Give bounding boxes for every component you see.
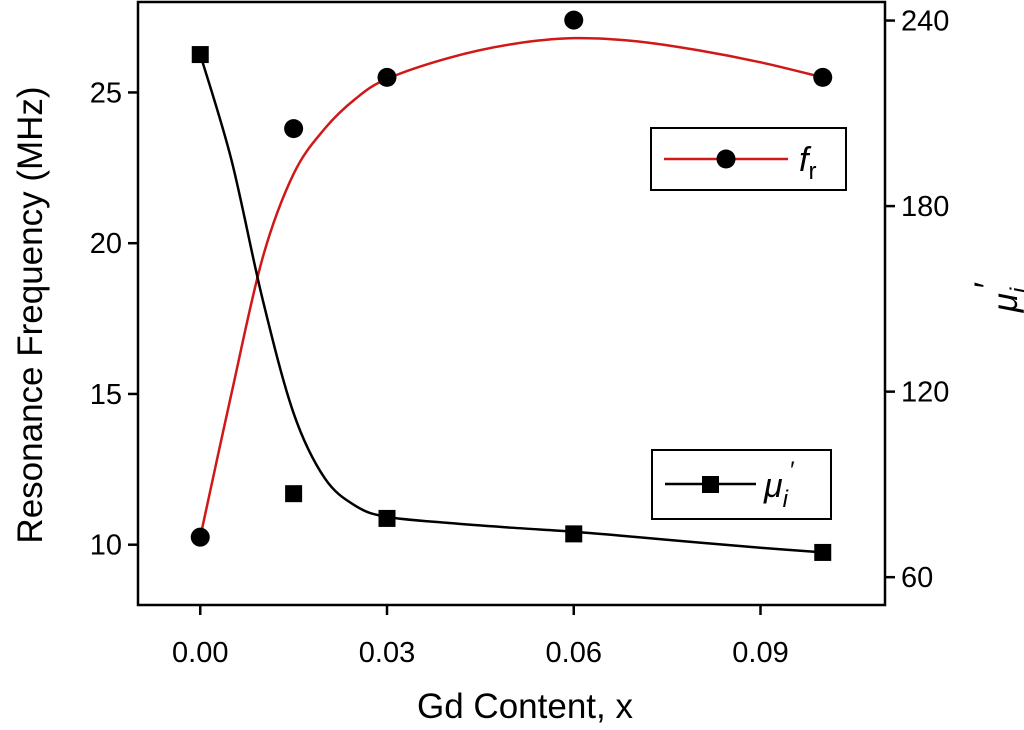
y-left-tick-label: 25: [90, 77, 122, 109]
legend-fr-marker: [716, 149, 736, 169]
series-1-point: [285, 485, 303, 503]
x-tick-label: 0.03: [359, 637, 415, 669]
series-0-point: [564, 10, 584, 30]
x-axis-title: Gd Content, x: [417, 687, 633, 726]
series-1-point: [191, 46, 209, 64]
legend-mu-sub: i: [783, 486, 789, 513]
legend-fr: fr: [650, 127, 847, 191]
legend-mu-marker: [702, 476, 719, 493]
svg-text:μi: μi: [763, 467, 789, 513]
legend-mu-prime: ′: [789, 457, 795, 484]
series-1-point: [565, 525, 583, 543]
series-0-point: [190, 527, 210, 547]
x-tick-label: 0.06: [546, 637, 602, 669]
y-left-tick-label: 20: [90, 228, 122, 260]
y-left-tick-label: 10: [90, 530, 122, 562]
y-right-title-base: μ: [986, 293, 1024, 313]
y-right-axis-title: μi ′: [968, 282, 1024, 313]
plot-frame: [136, 0, 887, 607]
y-right-tick-label: 180: [901, 191, 949, 223]
legend-mu-base: μ: [763, 467, 783, 505]
y-right-title-prime: ′: [968, 282, 1007, 290]
series-0-point: [284, 119, 304, 139]
y-left-axis-title: Resonance Frequency (MHz): [11, 86, 50, 543]
series-0-point: [813, 67, 833, 87]
x-tick-label: 0.00: [172, 637, 228, 669]
legend-mu: μi ′: [651, 449, 832, 520]
y-right-tick-label: 120: [901, 377, 949, 409]
series-0-point: [377, 67, 397, 87]
series-1-point: [378, 509, 396, 527]
legend-fr-sub: r: [808, 158, 816, 185]
series-1-point: [814, 543, 832, 561]
y-right-tick-label: 240: [901, 6, 949, 38]
y-left-tick-label: 15: [90, 379, 122, 411]
x-tick-label: 0.09: [732, 637, 788, 669]
y-right-tick-label: 60: [901, 562, 933, 594]
ticks-layer: 0.00 0.03 0.06 0.09 10 15 20 25 60 120 180 240: [90, 6, 950, 669]
y-right-title-sub: i: [1006, 287, 1024, 293]
svg-text:μi: μi: [986, 287, 1024, 313]
markers-layer: [190, 10, 833, 561]
